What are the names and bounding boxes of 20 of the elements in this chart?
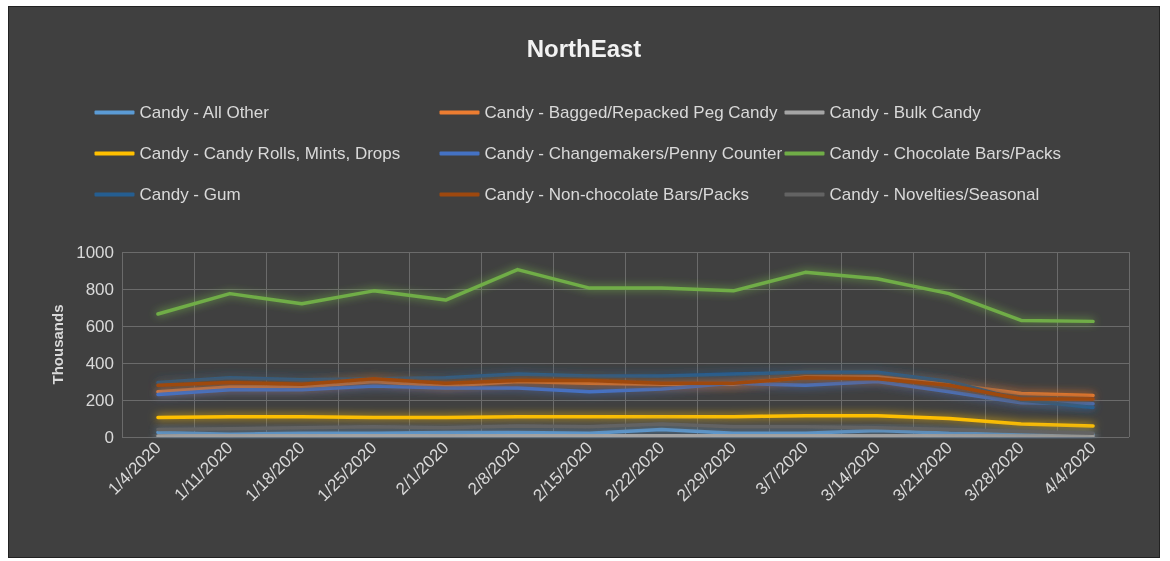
legend-label: Candy - Candy Rolls, Mints, Drops (139, 144, 401, 163)
legend-label: Candy - Chocolate Bars/Packs (829, 144, 1061, 163)
chart-title: NorthEast (526, 34, 642, 62)
y-tick-label: 600 (85, 316, 114, 336)
legend-label: Candy - Non-chocolate Bars/Packs (484, 185, 750, 204)
legend-label: Candy - All Other (139, 103, 270, 122)
legend-label: Candy - Changemakers/Penny Counter (484, 144, 783, 163)
y-tick-label: 800 (85, 279, 114, 299)
line-series (156, 413, 1095, 428)
legend-label: Candy - Gum (139, 185, 241, 204)
line-series (156, 379, 1095, 406)
y-tick-label: 200 (85, 390, 114, 410)
legend-label: Candy - Novelties/Seasonal (829, 185, 1040, 204)
line-series (156, 267, 1095, 324)
legend-label: Candy - Bulk Candy (829, 103, 982, 122)
legend-label: Candy - Bagged/Repacked Peg Candy (484, 103, 778, 122)
y-axis-title: Thousands (49, 304, 67, 385)
y-tick-label: 400 (85, 353, 114, 373)
y-tick-label: 1000 (76, 242, 114, 262)
y-tick-label: 0 (104, 427, 114, 447)
